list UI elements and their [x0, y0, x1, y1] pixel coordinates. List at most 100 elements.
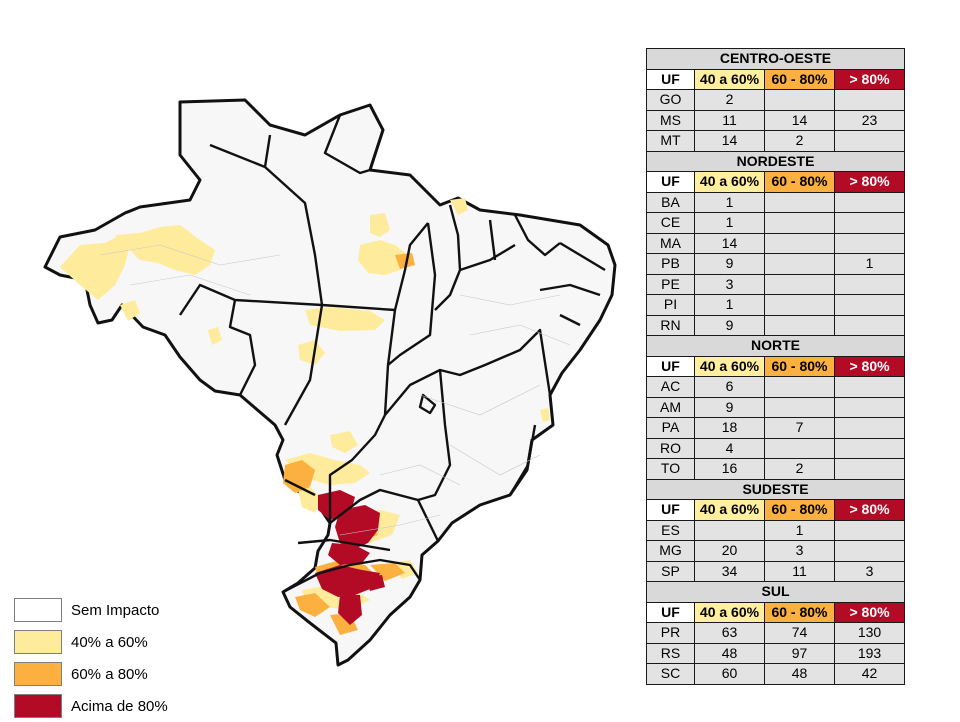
- cell-above-80: [833, 314, 906, 336]
- cell-40-60: 48: [694, 642, 765, 664]
- cell-60-80: 1: [764, 519, 835, 541]
- cell-60-80: [764, 89, 835, 111]
- cell-uf: MS: [646, 109, 695, 131]
- legend-label: Acima de 80%: [71, 697, 168, 715]
- column-header-uf: UF: [646, 601, 695, 623]
- cell-uf: AC: [646, 376, 695, 398]
- cell-60-80: [764, 314, 835, 336]
- column-header-row: UF 40 a 60% 60 - 80% > 80%: [646, 171, 906, 193]
- legend-item: Acima de 80%: [14, 690, 168, 722]
- municipal-borders: [99, 244, 571, 536]
- column-header-40-60: 40 a 60%: [694, 499, 765, 521]
- cell-above-80: 3: [833, 560, 906, 582]
- legend-label: Sem Impacto: [71, 601, 160, 619]
- column-header-40-60: 40 a 60%: [694, 171, 765, 193]
- table-row: PR 63 74 130: [646, 622, 906, 644]
- column-header-60-80: 60 - 80%: [764, 601, 835, 623]
- cell-above-80: [833, 376, 906, 398]
- cell-above-80: 42: [833, 663, 906, 685]
- cell-60-80: [764, 253, 835, 275]
- cell-60-80: 74: [764, 622, 835, 644]
- column-header-60-80: 60 - 80%: [764, 68, 835, 90]
- column-header-above-80: > 80%: [833, 171, 906, 193]
- column-header-uf: UF: [646, 68, 695, 90]
- table-row: BA 1: [646, 191, 906, 213]
- cell-40-60: 63: [694, 622, 765, 644]
- cell-60-80: [764, 376, 835, 398]
- table-row: RS 48 97 193: [646, 642, 906, 664]
- cell-40-60: 60: [694, 663, 765, 685]
- legend-item: 60% a 80%: [14, 658, 168, 690]
- legend-swatch: [14, 662, 62, 686]
- column-header-above-80: > 80%: [833, 499, 906, 521]
- cell-above-80: [833, 458, 906, 480]
- cell-uf: MG: [646, 540, 695, 562]
- region-header-row: NORTE: [645, 335, 906, 357]
- table-row: PB 9 1: [646, 253, 906, 275]
- region-header-row: NORDESTE: [645, 150, 906, 172]
- region-title: CENTRO-OESTE: [645, 48, 906, 70]
- cell-above-80: [833, 437, 906, 459]
- cell-above-80: [833, 130, 906, 152]
- region-title: SUL: [645, 581, 906, 603]
- column-header-60-80: 60 - 80%: [764, 499, 835, 521]
- cell-above-80: [833, 232, 906, 254]
- table-row: SC 60 48 42: [646, 663, 906, 685]
- cell-above-80: [833, 294, 906, 316]
- cell-40-60: 11: [694, 109, 765, 131]
- cell-uf: PA: [646, 417, 695, 439]
- cell-60-80: 7: [764, 417, 835, 439]
- column-header-row: UF 40 a 60% 60 - 80% > 80%: [646, 601, 906, 623]
- cell-40-60: 9: [694, 314, 765, 336]
- brazil-map: [43, 98, 617, 667]
- cell-uf: RN: [646, 314, 695, 336]
- cell-above-80: 193: [833, 642, 906, 664]
- cell-60-80: [764, 191, 835, 213]
- cell-60-80: 3: [764, 540, 835, 562]
- cell-40-60: 34: [694, 560, 765, 582]
- column-header-above-80: > 80%: [833, 601, 906, 623]
- region-header-row: SUDESTE: [645, 478, 906, 500]
- cell-uf: PI: [646, 294, 695, 316]
- summary-table: CENTRO-OESTE UF 40 a 60% 60 - 80% > 80% GO 2 MS…: [645, 48, 906, 685]
- cell-40-60: 14: [694, 130, 765, 152]
- cell-60-80: 2: [764, 458, 835, 480]
- state-borders: [179, 114, 606, 594]
- table-row: MA 14: [646, 232, 906, 254]
- region-title: NORTE: [645, 335, 906, 357]
- column-header-40-60: 40 a 60%: [694, 601, 765, 623]
- table-row: RO 4: [646, 437, 906, 459]
- table-row: AM 9: [646, 396, 906, 418]
- column-header-row: UF 40 a 60% 60 - 80% > 80%: [646, 68, 906, 90]
- cell-60-80: 14: [764, 109, 835, 131]
- cell-40-60: 2: [694, 89, 765, 111]
- cell-above-80: [833, 89, 906, 111]
- cell-uf: MA: [646, 232, 695, 254]
- column-header-40-60: 40 a 60%: [694, 355, 765, 377]
- table-row: PA 18 7: [646, 417, 906, 439]
- table-row: TO 16 2: [646, 458, 906, 480]
- table-row: PI 1: [646, 294, 906, 316]
- legend-label: 60% a 80%: [71, 665, 148, 683]
- cell-40-60: 3: [694, 273, 765, 295]
- cell-60-80: 2: [764, 130, 835, 152]
- impact-above-80: [315, 490, 385, 625]
- cell-60-80: [764, 437, 835, 459]
- column-header-60-80: 60 - 80%: [764, 355, 835, 377]
- legend-swatch: [14, 694, 62, 718]
- cell-above-80: 1: [833, 253, 906, 275]
- column-header-above-80: > 80%: [833, 355, 906, 377]
- region-tables: CENTRO-OESTE UF 40 a 60% 60 - 80% > 80% GO 2 MS…: [645, 48, 906, 685]
- table-row: ES 1: [646, 519, 906, 541]
- cell-40-60: 6: [694, 376, 765, 398]
- table-row: GO 2: [646, 89, 906, 111]
- cell-uf: PB: [646, 253, 695, 275]
- cell-40-60: 16: [694, 458, 765, 480]
- cell-40-60: 18: [694, 417, 765, 439]
- cell-uf: SP: [646, 560, 695, 582]
- cell-uf: AM: [646, 396, 695, 418]
- column-header-40-60: 40 a 60%: [694, 68, 765, 90]
- cell-60-80: [764, 273, 835, 295]
- column-header-uf: UF: [646, 171, 695, 193]
- column-header-above-80: > 80%: [833, 68, 906, 90]
